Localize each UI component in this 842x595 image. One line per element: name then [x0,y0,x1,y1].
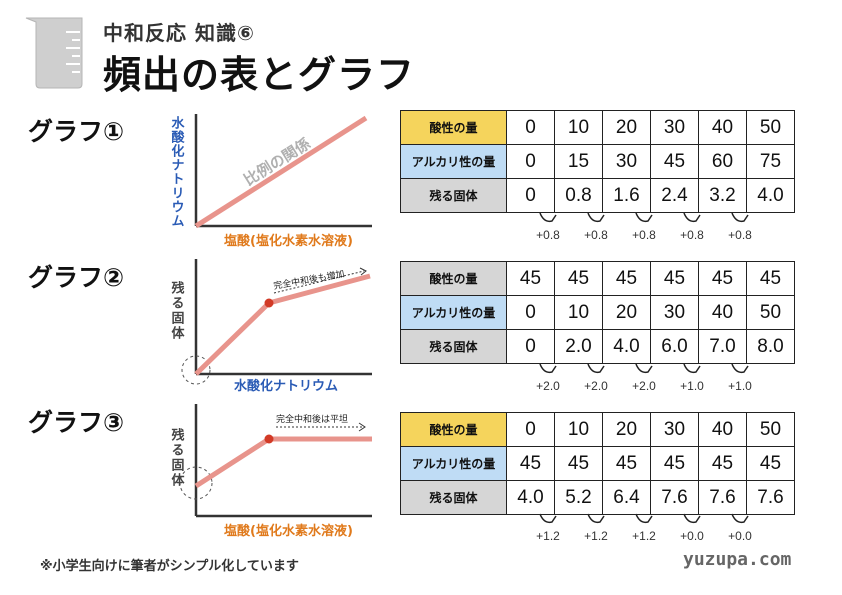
graph3-x-axis-label: 塩酸(塩化水素水溶液) [224,523,353,539]
row-header: アルカリ性の量 [400,144,507,179]
footnote: ※小学生向けに筆者がシンプル化しています [40,559,299,574]
svg-text:+0.8: +0.8 [680,228,704,242]
svg-text:+2.0: +2.0 [632,379,656,393]
graph3-line [194,436,372,489]
svg-text:+0.8: +0.8 [536,228,560,242]
svg-text:+1.2: +1.2 [536,529,560,543]
neutralization-point [264,298,274,308]
graph3-label: グラフ③ [28,408,125,437]
graph2-plot: 完全中和後も増加 残る固体 水酸化ナトリウム [169,259,372,394]
row-header: 残る固体 [400,178,507,213]
graph3-y-axis-label: 残る固体 [169,427,185,488]
svg-text:+1.0: +1.0 [728,379,752,393]
graph2-label: グラフ② [28,263,125,292]
svg-text:+0.8: +0.8 [584,228,608,242]
graph3-annotation: 完全中和後は平坦 [276,413,348,425]
graph2-table: 酸性の量 45 45 45 45 45 45 アルカリ性の量 0 10 20 30 40 50 残る… [400,261,795,364]
row-header: 酸性の量 [400,412,507,447]
page-title: 頻出の表とグラフ [103,53,416,97]
svg-text:+2.0: +2.0 [584,379,608,393]
graph1-increments: +0.8 +0.8 +0.8 +0.8 +0.8 [536,212,752,242]
row-header: アルカリ性の量 [400,446,507,481]
svg-text:+0.0: +0.0 [680,529,704,543]
svg-text:+1.2: +1.2 [632,529,656,543]
svg-text:+2.0: +2.0 [536,379,560,393]
svg-text:+1.2: +1.2 [584,529,608,543]
row-header: 残る固体 [400,480,507,515]
row-header: 酸性の量 [400,261,507,296]
graph1-annotation: 比例の関係 [241,134,314,189]
graph1-x-axis-label: 塩酸(塩化水素水溶液) [224,233,353,249]
graph2-y-axis-label: 残る固体 [169,280,185,341]
graph3-plot: 完全中和後は平坦 残る固体 塩酸(塩化水素水溶液) [169,404,372,539]
graph2-annotation: 完全中和後も増加 [272,268,345,292]
graph1-plot: 水酸化ナトリウム 塩酸(塩化水素水溶液) 比例の関係 [169,114,372,249]
graph2-increments: +2.0 +2.0 +2.0 +1.0 +1.0 [536,363,752,393]
neutralization-point [264,434,274,444]
graph1-label: グラフ① [28,117,125,146]
super-title: 中和反応 知識⑥ [103,21,255,45]
graph3-increments: +1.2 +1.2 +1.2 +0.0 +0.0 [536,513,752,543]
graph3-table: 酸性の量 0 10 20 30 40 50 アルカリ性の量 45 45 45 45 45 45 残る… [400,412,795,515]
svg-text:+0.0: +0.0 [728,529,752,543]
graph1-y-axis-label: 水酸化ナトリウム [169,115,185,228]
site-url: yuzupa.com [683,549,792,570]
graph2-x-axis-label: 水酸化ナトリウム [234,378,338,394]
row-header: アルカリ性の量 [400,295,507,330]
graph1-line [194,115,368,229]
svg-text:+1.0: +1.0 [680,379,704,393]
svg-text:+0.8: +0.8 [632,228,656,242]
svg-text:+0.8: +0.8 [728,228,752,242]
row-header: 酸性の量 [400,110,507,145]
beaker-icon [25,17,83,89]
graph1-table: 酸性の量 0 10 20 30 40 50 アルカリ性の量 0 15 30 45 60 75 残る固… [400,110,795,213]
row-header: 残る固体 [400,329,507,364]
